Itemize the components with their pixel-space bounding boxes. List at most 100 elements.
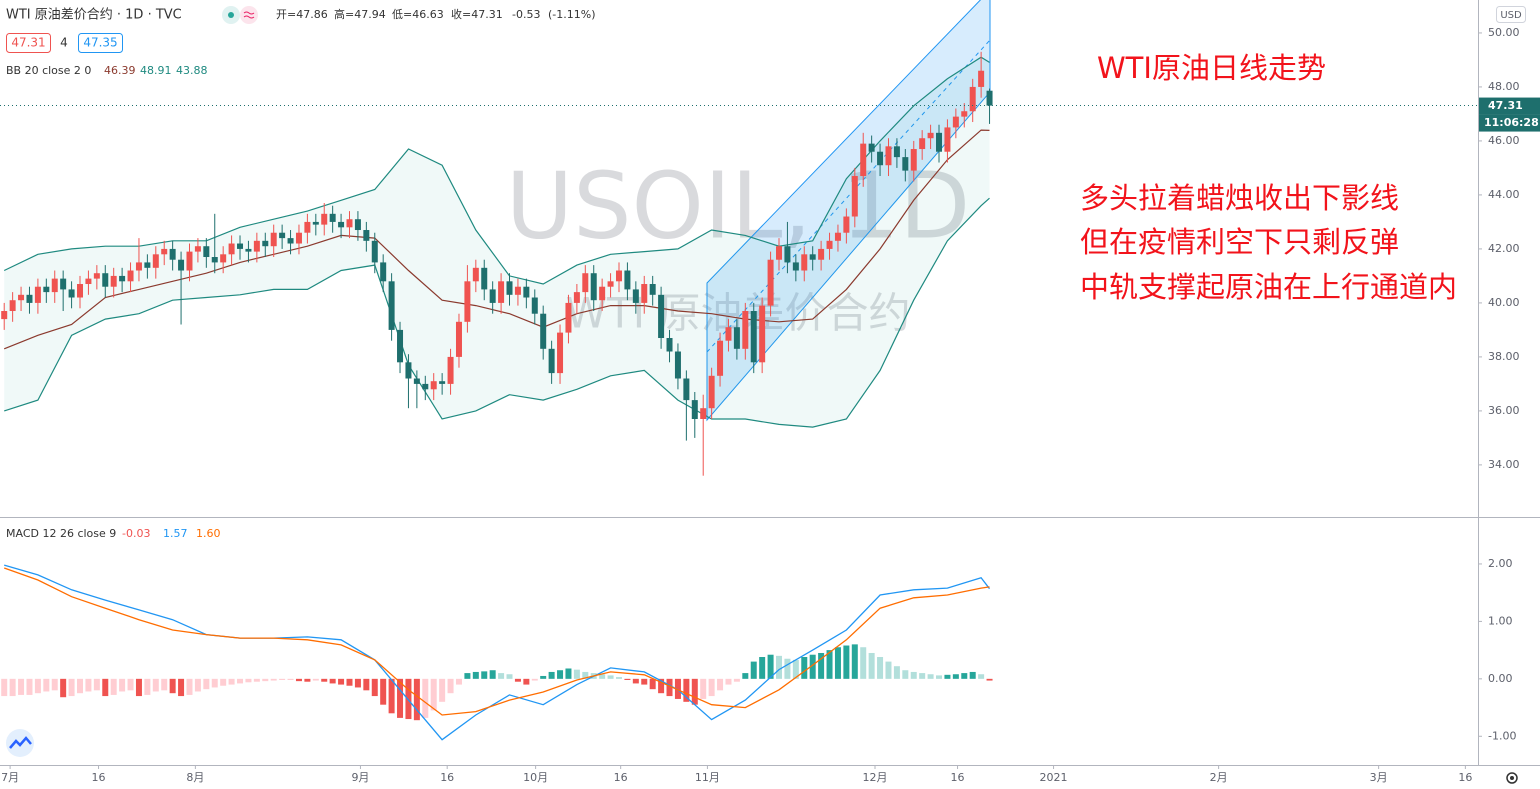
histogram-bar — [455, 678, 462, 685]
ohlc-change: (-1.11%) — [548, 8, 596, 21]
candle-body — [523, 286, 530, 298]
histogram-bar — [245, 678, 252, 683]
ask-box[interactable] — [78, 33, 123, 53]
histogram-bar — [346, 678, 353, 686]
histogram-bar — [464, 673, 471, 679]
histogram-bar — [776, 655, 783, 679]
candle-body — [573, 292, 580, 303]
candle-body — [498, 281, 505, 303]
histogram-bar — [152, 678, 159, 692]
x-tick-label: 16 — [440, 771, 454, 784]
candle-body — [51, 278, 58, 293]
candle-body — [312, 221, 319, 225]
histogram-bar — [312, 678, 319, 681]
tv-logo — [6, 729, 34, 757]
histogram-bar — [750, 661, 757, 679]
histogram-bar — [18, 678, 25, 695]
candle-body — [186, 251, 193, 271]
candle-body — [776, 246, 783, 260]
candle-body — [295, 232, 302, 244]
y-tick-label: 0.00 — [1488, 672, 1513, 685]
indicator-value: 43.88 — [176, 64, 208, 77]
histogram-bar — [969, 671, 976, 679]
candle-body — [422, 383, 429, 390]
currency-box[interactable] — [1496, 6, 1526, 23]
histogram-bar — [902, 670, 909, 679]
histogram-bar — [127, 678, 134, 691]
histogram-bar — [279, 678, 286, 680]
histogram-bar — [582, 671, 589, 679]
gear-center[interactable] — [1510, 776, 1514, 780]
histogram-bar — [936, 675, 943, 679]
x-tick-label: 3月 — [1370, 771, 1388, 784]
candle-body — [649, 284, 656, 295]
histogram-bar — [700, 678, 707, 699]
histogram-bar — [557, 670, 564, 679]
ask[interactable]: 47.35 — [83, 36, 117, 50]
candle-body — [18, 294, 25, 301]
histogram-bar — [523, 678, 530, 685]
histogram-bar — [397, 678, 404, 718]
spread: 4 — [60, 36, 68, 50]
annotation: 多头拉着蜡烛收出下影线 — [1080, 181, 1399, 215]
candle-body — [691, 400, 698, 419]
y-tick-label: 46.00 — [1488, 134, 1520, 147]
candle-body — [144, 262, 151, 268]
histogram-bar — [186, 678, 193, 695]
candle-body — [135, 262, 142, 271]
candle-body — [759, 305, 766, 363]
status-icon — [243, 11, 255, 19]
currency[interactable]: USD — [1500, 10, 1522, 21]
candle-body — [936, 132, 943, 152]
histogram-bar — [851, 644, 858, 679]
candle-body — [632, 289, 639, 303]
histogram-bar — [380, 678, 387, 705]
histogram-bar — [632, 678, 639, 684]
candle-body — [287, 238, 294, 244]
candle-body — [211, 257, 218, 263]
histogram-bar — [514, 678, 521, 682]
histogram-bar — [228, 678, 235, 685]
histogram-bar — [68, 678, 75, 697]
histogram-bar — [220, 678, 227, 686]
status-icon — [240, 6, 258, 24]
candle-body — [161, 248, 168, 255]
histogram-bar — [843, 645, 850, 679]
candle-body — [641, 284, 648, 303]
y-tick-label: 36.00 — [1488, 404, 1520, 417]
histogram-bar — [641, 678, 648, 685]
bid-box[interactable] — [6, 33, 51, 53]
histogram-bar — [961, 673, 968, 679]
candle-body — [110, 275, 117, 287]
indicator-label: BB 20 close 2 0 — [6, 64, 91, 77]
histogram-bar — [531, 678, 538, 681]
histogram-bar — [708, 678, 715, 697]
candle-body — [969, 86, 976, 112]
candle-body — [683, 378, 690, 401]
histogram-bar — [110, 678, 117, 695]
candle-body — [607, 281, 614, 287]
candle-body — [624, 270, 631, 290]
candle-body — [565, 302, 572, 333]
histogram-bar — [944, 674, 951, 679]
x-tick-label: 16 — [1458, 771, 1472, 784]
bid[interactable]: 47.31 — [11, 36, 45, 50]
annotation: 中轨支撑起原油在上行通道内 — [1080, 270, 1457, 304]
histogram-bar — [498, 673, 505, 679]
candle-body — [868, 143, 875, 152]
candle-body — [834, 232, 841, 241]
candle-body — [127, 270, 134, 282]
histogram-bar — [26, 678, 33, 695]
gear[interactable] — [1506, 772, 1518, 784]
histogram-bar — [354, 678, 361, 688]
settings-icon[interactable] — [1506, 772, 1518, 784]
logo-mark — [9, 736, 32, 749]
histogram-bar — [211, 678, 218, 688]
candle-body — [750, 311, 757, 363]
histogram-bar — [422, 678, 429, 718]
histogram-bar — [304, 678, 311, 682]
candle-body — [666, 338, 673, 352]
candle-body — [279, 232, 286, 239]
histogram-bar — [540, 675, 547, 679]
histogram-bar — [93, 678, 100, 691]
